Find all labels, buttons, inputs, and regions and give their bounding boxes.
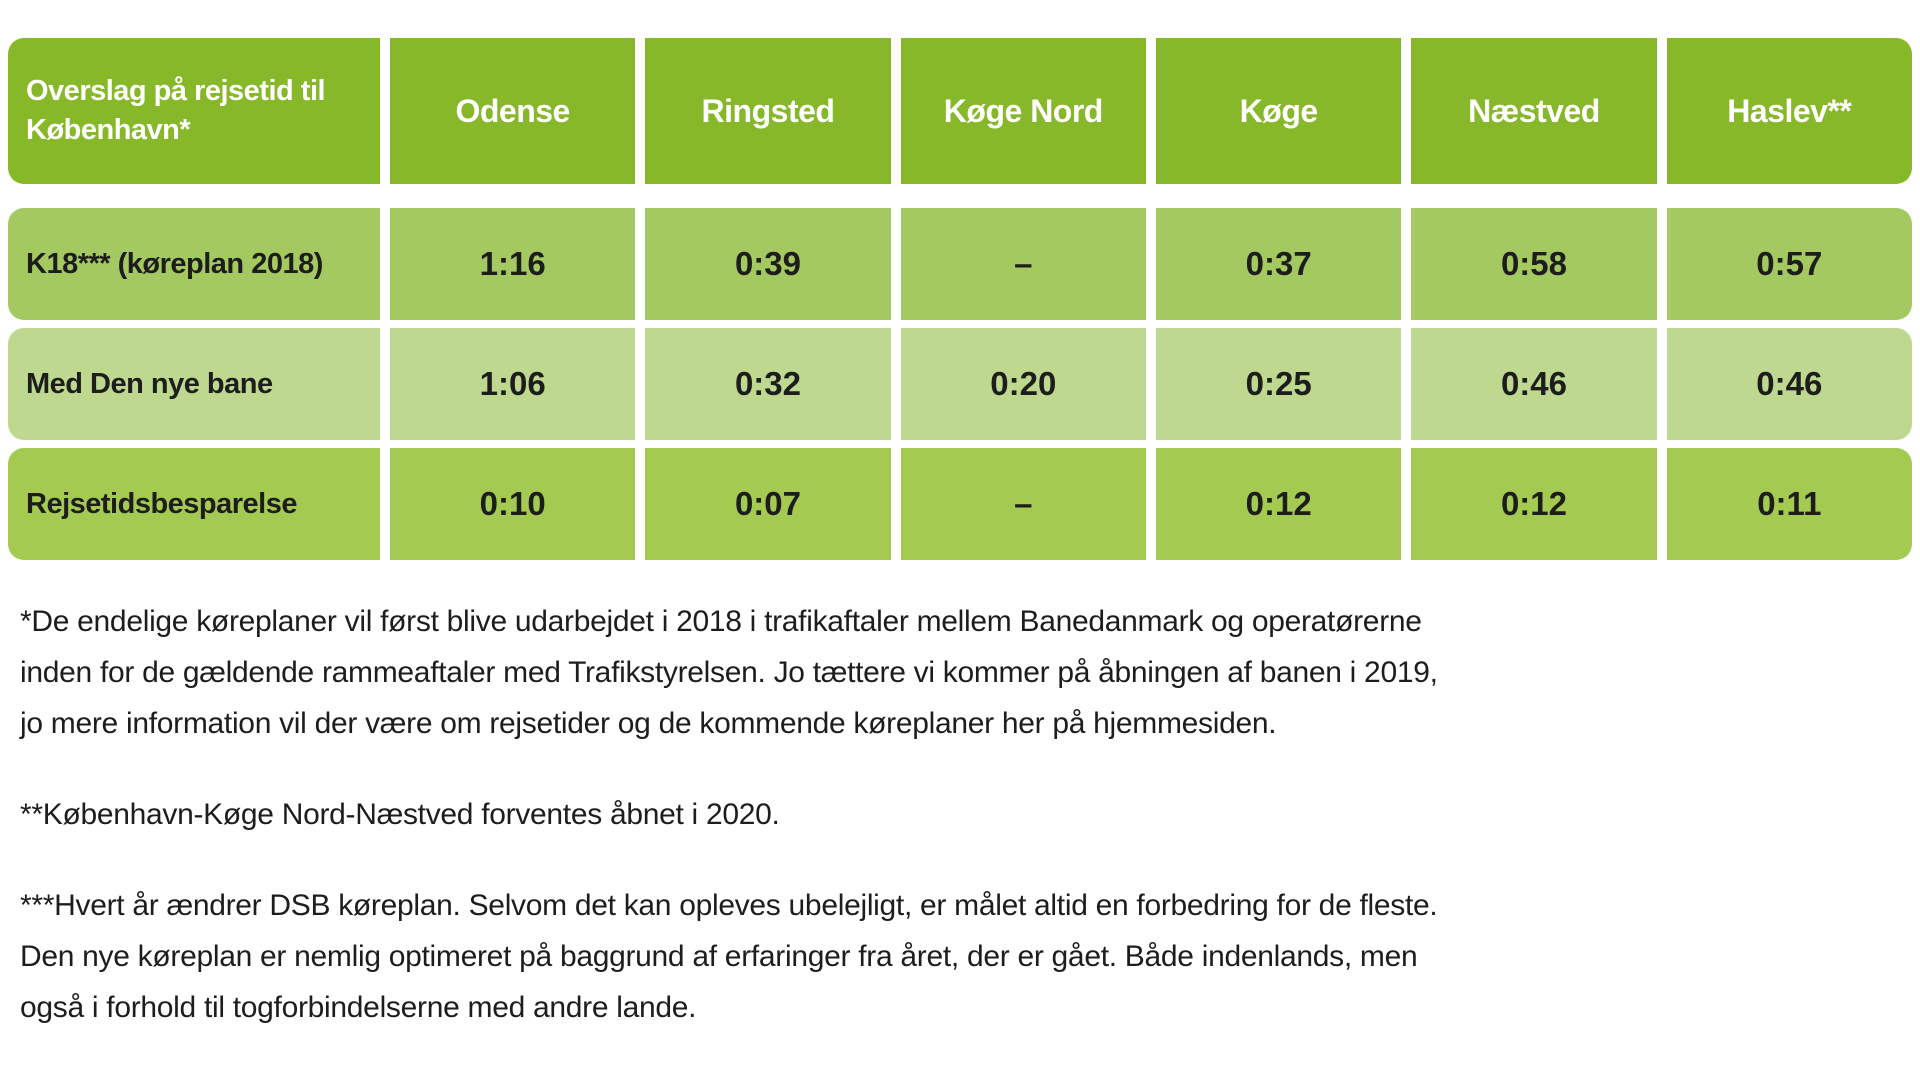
table-cell-nye-bane-haslev: 0:46 <box>1666 328 1912 440</box>
table-cell-nye-bane-odense: 1:06 <box>390 328 636 440</box>
table-cell-k18-koege: 0:37 <box>1155 208 1402 320</box>
table-cell-besparelse-koege: 0:12 <box>1155 448 1402 560</box>
column-header-odense: Odense <box>390 38 636 184</box>
table-cell-k18-naestved: 0:58 <box>1411 208 1657 320</box>
table-header-row: Overslag på rejsetid til København* Oden… <box>8 38 1912 184</box>
table-cell-nye-bane-koege-nord: 0:20 <box>900 328 1146 440</box>
table-cell-nye-bane-ringsted: 0:32 <box>645 328 891 440</box>
table-cell-besparelse-naestved: 0:12 <box>1411 448 1657 560</box>
table-cell-k18-haslev: 0:57 <box>1666 208 1912 320</box>
footnote-3: ***Hvert år ændrer DSB køreplan. Selvom … <box>20 889 1438 1024</box>
column-header-haslev: Haslev** <box>1666 38 1912 184</box>
page: Overslag på rejsetid til København* Oden… <box>0 38 1920 1080</box>
table-cell-besparelse-haslev: 0:11 <box>1666 448 1912 560</box>
travel-time-table: Overslag på rejsetid til København* Oden… <box>8 38 1912 560</box>
footnote-2: **København-Køge Nord-Næstved forventes … <box>20 798 780 831</box>
table-cell-besparelse-odense: 0:10 <box>390 448 636 560</box>
column-header-naestved: Næstved <box>1411 38 1657 184</box>
row-label-k18: K18*** (køreplan 2018) <box>8 208 380 320</box>
table-row-k18: K18*** (køreplan 2018) 1:16 0:39 – 0:37 … <box>8 208 1912 320</box>
row-label-nye-bane: Med Den nye bane <box>8 328 380 440</box>
table-cell-besparelse-ringsted: 0:07 <box>645 448 891 560</box>
footnote-1: *De endelige køreplaner vil først blive … <box>20 605 1438 740</box>
row-label-besparelse: Rejsetidsbesparelse <box>8 448 380 560</box>
column-header-koege: Køge <box>1155 38 1402 184</box>
column-header-koege-nord: Køge Nord <box>900 38 1146 184</box>
table-row-nye-bane: Med Den nye bane 1:06 0:32 0:20 0:25 0:4… <box>8 328 1912 440</box>
table-cell-nye-bane-naestved: 0:46 <box>1411 328 1657 440</box>
table-cell-k18-ringsted: 0:39 <box>645 208 891 320</box>
table-row-besparelse: Rejsetidsbesparelse 0:10 0:07 – 0:12 0:1… <box>8 448 1912 560</box>
footnotes: *De endelige køreplaner vil først blive … <box>20 596 1900 1033</box>
column-header-ringsted: Ringsted <box>645 38 891 184</box>
table-title: Overslag på rejsetid til København* <box>8 38 380 184</box>
table-cell-k18-koege-nord: – <box>900 208 1146 320</box>
table-cell-nye-bane-koege: 0:25 <box>1155 328 1402 440</box>
table-cell-k18-odense: 1:16 <box>390 208 636 320</box>
table-cell-besparelse-koege-nord: – <box>900 448 1146 560</box>
